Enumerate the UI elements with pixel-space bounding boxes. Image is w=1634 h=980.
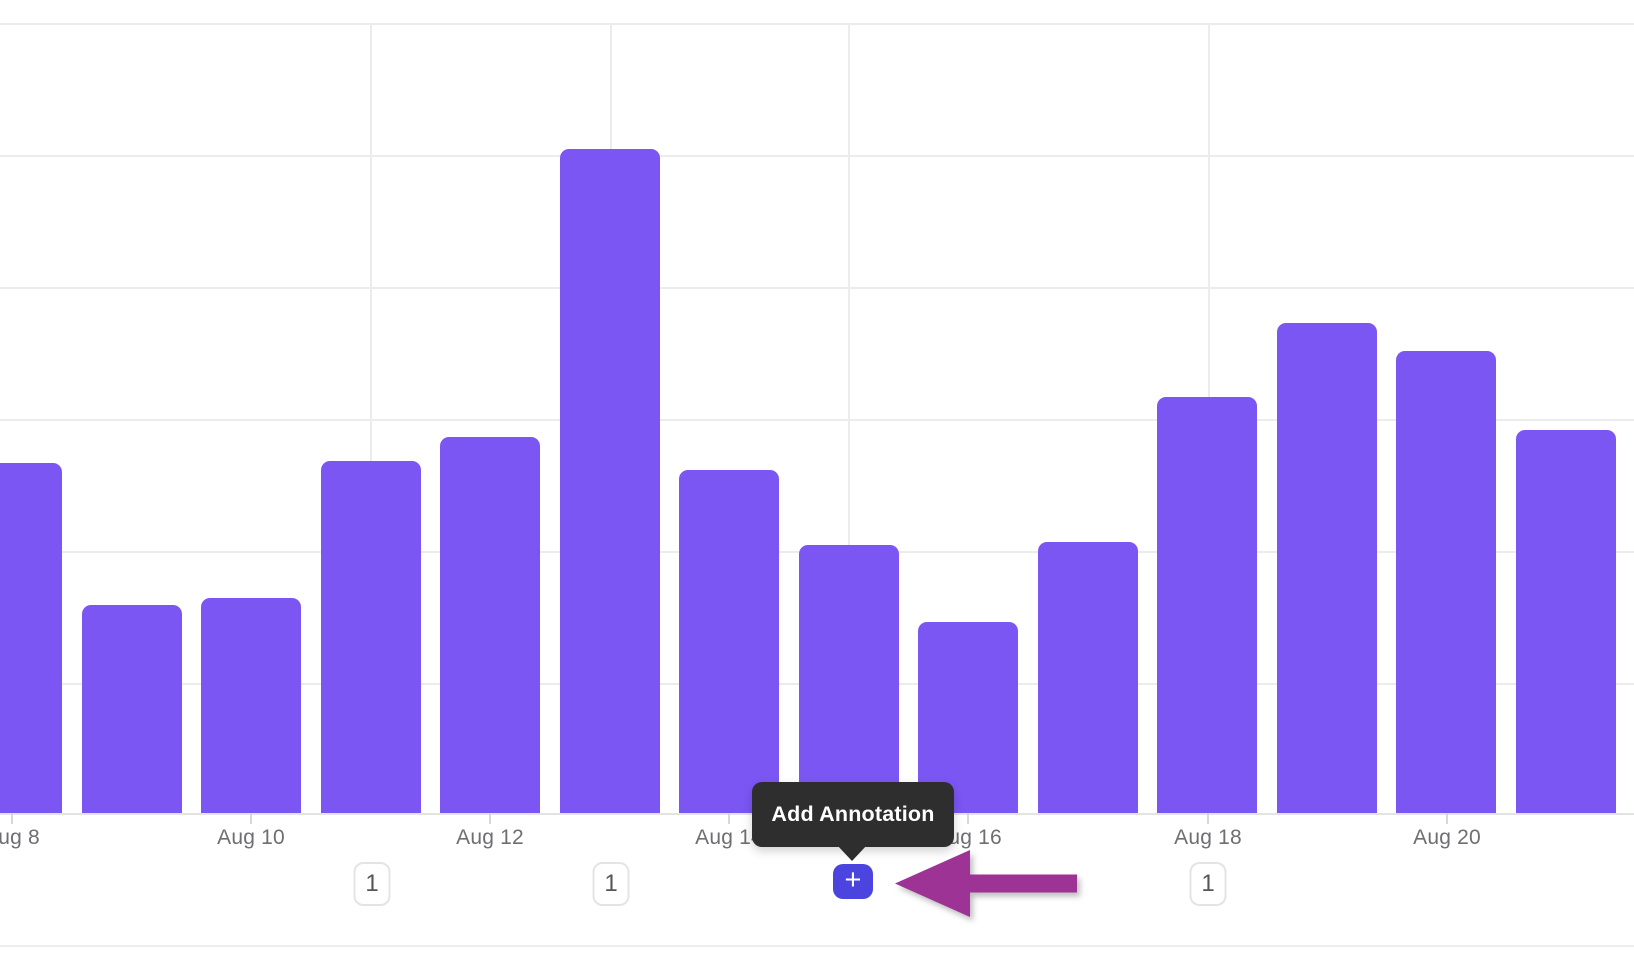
bar[interactable] (679, 470, 779, 813)
x-axis-tick (728, 813, 730, 824)
annotation-count-badge[interactable]: 1 (353, 862, 391, 906)
x-axis-tick (250, 813, 252, 824)
horizontal-gridline (0, 23, 1634, 25)
horizontal-gridline (0, 419, 1634, 421)
x-axis-tick (489, 813, 491, 824)
bar[interactable] (1276, 323, 1377, 813)
horizontal-gridline (0, 155, 1634, 157)
bar[interactable] (1157, 397, 1257, 813)
add-annotation-button[interactable]: + (833, 864, 873, 899)
bottom-divider (0, 945, 1634, 947)
bar[interactable] (1396, 351, 1496, 813)
vertical-gridline (370, 23, 372, 813)
x-axis-tick (967, 813, 969, 824)
bar[interactable] (918, 622, 1018, 813)
bar[interactable] (0, 463, 62, 813)
bar[interactable] (81, 605, 182, 813)
bar[interactable] (1515, 430, 1616, 813)
x-axis-tick (11, 813, 13, 824)
horizontal-gridline (0, 287, 1634, 289)
x-axis-label: Aug 20 (1413, 826, 1481, 849)
x-axis-tick (1446, 813, 1448, 824)
tooltip-caret (837, 845, 867, 861)
annotation-count-badge[interactable]: 1 (1189, 862, 1227, 906)
bar[interactable] (1037, 542, 1138, 813)
bar[interactable] (440, 437, 540, 813)
bar[interactable] (559, 149, 660, 813)
vertical-gridline (848, 23, 850, 813)
x-axis-label: Aug 10 (217, 826, 285, 849)
arrow-shape (895, 850, 1077, 917)
x-axis-label: Aug 8 (0, 826, 40, 849)
annotation-count-badge[interactable]: 1 (592, 862, 630, 906)
x-axis-label: Aug 18 (1174, 826, 1242, 849)
bar[interactable] (320, 461, 421, 813)
x-axis-label: Aug 14 (695, 826, 763, 849)
plus-icon: + (844, 864, 862, 896)
x-axis-label: Aug 12 (456, 826, 524, 849)
add-annotation-tooltip: Add Annotation (752, 782, 954, 847)
add-annotation-tooltip-label: Add Annotation (771, 802, 935, 826)
x-axis-tick (1207, 813, 1209, 824)
bar[interactable] (201, 598, 301, 813)
bar[interactable] (798, 545, 899, 813)
